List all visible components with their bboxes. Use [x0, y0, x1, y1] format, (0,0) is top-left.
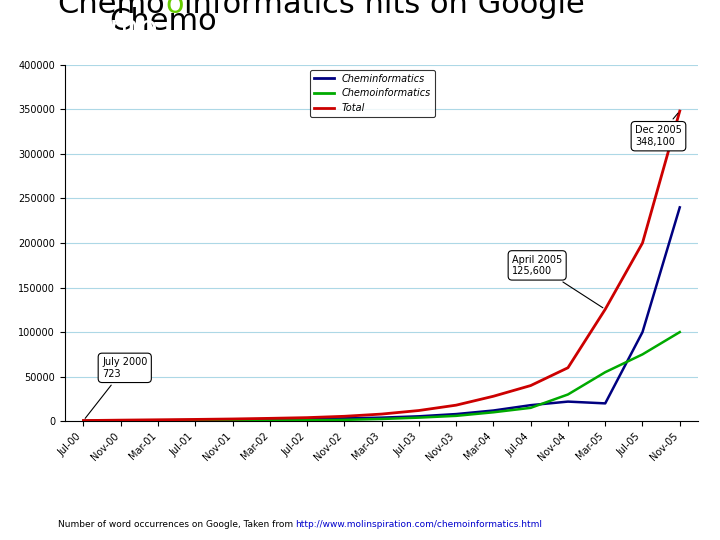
Text: Dec 2005
348,100: Dec 2005 348,100 — [635, 113, 682, 147]
Text: Chemo: Chemo — [58, 0, 165, 19]
Text: April 2005
125,600: April 2005 125,600 — [512, 254, 603, 308]
Text: Chemo: Chemo — [109, 7, 217, 36]
Text: Number of word occurrences on Google, Taken from: Number of word occurrences on Google, Ta… — [58, 520, 296, 529]
Text: o: o — [165, 0, 184, 19]
Legend: Cheminformatics, Chemoinformatics, Total: Cheminformatics, Chemoinformatics, Total — [310, 70, 435, 117]
Text: Chemo: Chemo — [50, 14, 158, 43]
Text: informatics hits on Google: informatics hits on Google — [184, 0, 585, 19]
Text: July 2000
723: July 2000 723 — [85, 357, 148, 418]
Text: http://www.molinspiration.com/chemoinformatics.html: http://www.molinspiration.com/chemoinfor… — [296, 520, 543, 529]
